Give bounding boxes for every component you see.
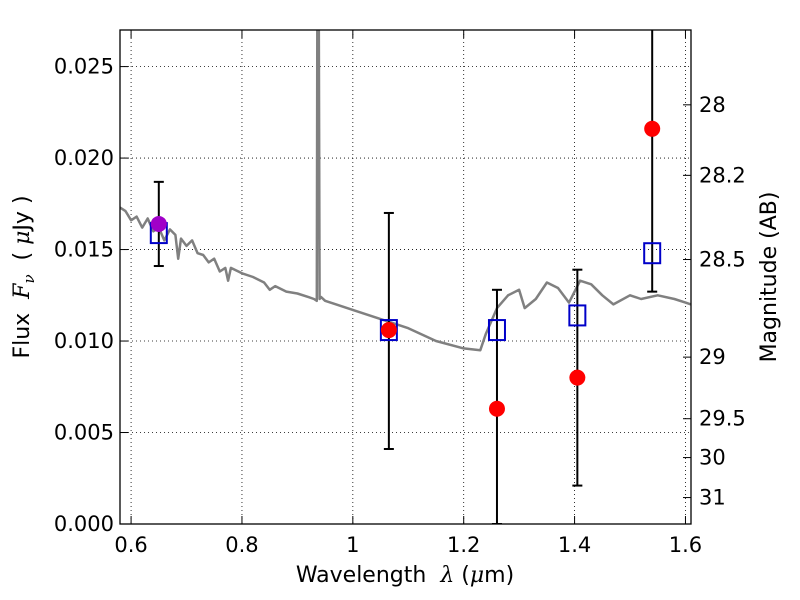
x-tick-label: 0.8 <box>225 533 258 557</box>
x-tick-labels: 0.6 0.8 1 1.2 1.4 1.6 <box>114 533 702 557</box>
magnitude-tick-label: 30 <box>699 446 726 470</box>
observed-point <box>569 369 586 386</box>
magnitude-tick-label: 28.2 <box>699 163 746 187</box>
observed-point <box>150 215 167 232</box>
y-axis-label: Flux Fν ( μJy ) <box>10 195 38 358</box>
magnitude-tick-label: 28 <box>699 93 726 117</box>
magnitude-axis-label: Magnitude (AB) <box>757 192 782 363</box>
x-tick-label: 1.4 <box>558 533 591 557</box>
model-spectrum-line <box>120 30 691 352</box>
y-tick-label: 0.020 <box>54 146 114 170</box>
y-tick-label: 0.005 <box>54 421 114 445</box>
x-tick-label: 1.2 <box>447 533 480 557</box>
magnitude-tick-label: 31 <box>699 486 726 510</box>
x-tick-label: 1.6 <box>669 533 702 557</box>
observed-point <box>380 322 397 339</box>
magnitude-tick-label: 29 <box>699 345 726 369</box>
y-tick-label: 0.010 <box>54 329 114 353</box>
x-tick-label: 0.6 <box>114 533 147 557</box>
y-tick-label: 0.025 <box>54 55 114 79</box>
model-photometry-square <box>487 319 506 342</box>
magnitude-tick-label: 29.5 <box>699 407 746 431</box>
x-tick-label: 1 <box>346 533 359 557</box>
y-tick-label: 0.000 <box>54 512 114 536</box>
observed-point <box>488 400 505 417</box>
model-spectrum-layer <box>120 30 691 352</box>
observed-photometry-markers <box>150 120 661 417</box>
model-photometry-square <box>643 242 662 265</box>
axis-ticks <box>120 30 691 525</box>
x-axis-label: Wavelength λ (μm) <box>296 563 514 588</box>
model-photometry-square <box>568 304 587 327</box>
magnitude-tick-label: 28.5 <box>699 248 746 272</box>
magnitude-tick-labels: 28 28.2 28.5 29 29.5 30 31 <box>699 93 746 510</box>
y-tick-label: 0.015 <box>54 238 114 262</box>
y-tick-labels: 0.000 0.005 0.010 0.015 0.020 0.025 <box>54 55 114 536</box>
observed-point <box>644 120 661 137</box>
plot-frame <box>119 29 692 525</box>
